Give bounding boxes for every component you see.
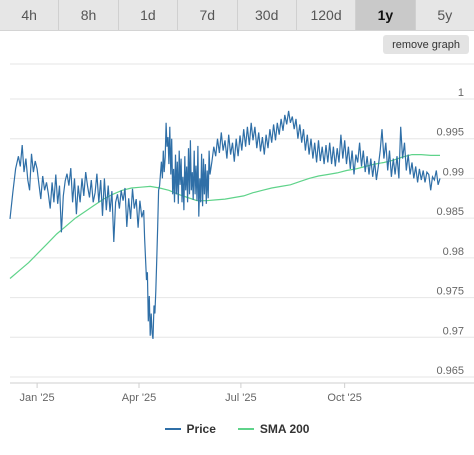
y-tick-label: 0.99 [443,166,464,178]
legend-item-sma[interactable]: SMA 200 [237,422,310,436]
y-tick-label: 0.97 [443,325,464,337]
x-tick-label: Jan '25 [20,392,55,404]
y-tick-label: 0.995 [436,127,464,139]
price-series-line [9,110,441,339]
x-tick-label: Jul '25 [225,392,256,404]
y-tick-label: 0.985 [436,206,464,218]
legend: Price SMA 200 [0,420,474,438]
x-axis-ticks: Jan '25 Apr '25 Jul '25 Oct '25 [20,383,362,404]
y-tick-label: 0.965 [436,365,464,377]
legend-label-sma: SMA 200 [259,422,310,436]
tab-1y[interactable]: 1y [356,0,416,30]
legend-item-price[interactable]: Price [164,422,216,436]
sma-swatch-icon [237,428,254,430]
price-chart: 0.965 0.97 0.975 0.98 0.985 0.99 0.995 1 Jan '2… [9,63,474,404]
tab-1d[interactable]: 1d [119,0,179,30]
x-tick-label: Oct '25 [327,392,362,404]
y-tick-label: 0.98 [443,246,464,258]
y-tick-label: 0.975 [436,286,464,298]
legend-label-price: Price [186,422,216,436]
tab-120d[interactable]: 120d [297,0,357,30]
remove-graph-button[interactable]: remove graph [383,35,469,54]
grid-lines [10,63,474,384]
timeframe-tabs: 4h 8h 1d 7d 30d 120d 1y 5y [0,0,474,31]
tab-4h[interactable]: 4h [0,0,60,30]
tab-5y[interactable]: 5y [437,7,453,23]
tab-30d[interactable]: 30d [238,0,297,30]
y-tick-label: 1 [458,87,464,99]
x-tick-label: Apr '25 [122,392,157,404]
y-axis-ticks: 0.965 0.97 0.975 0.98 0.985 0.99 0.995 1 [436,87,464,377]
price-swatch-icon [164,428,181,430]
tab-7d[interactable]: 7d [178,0,238,30]
tab-8h[interactable]: 8h [59,0,119,30]
